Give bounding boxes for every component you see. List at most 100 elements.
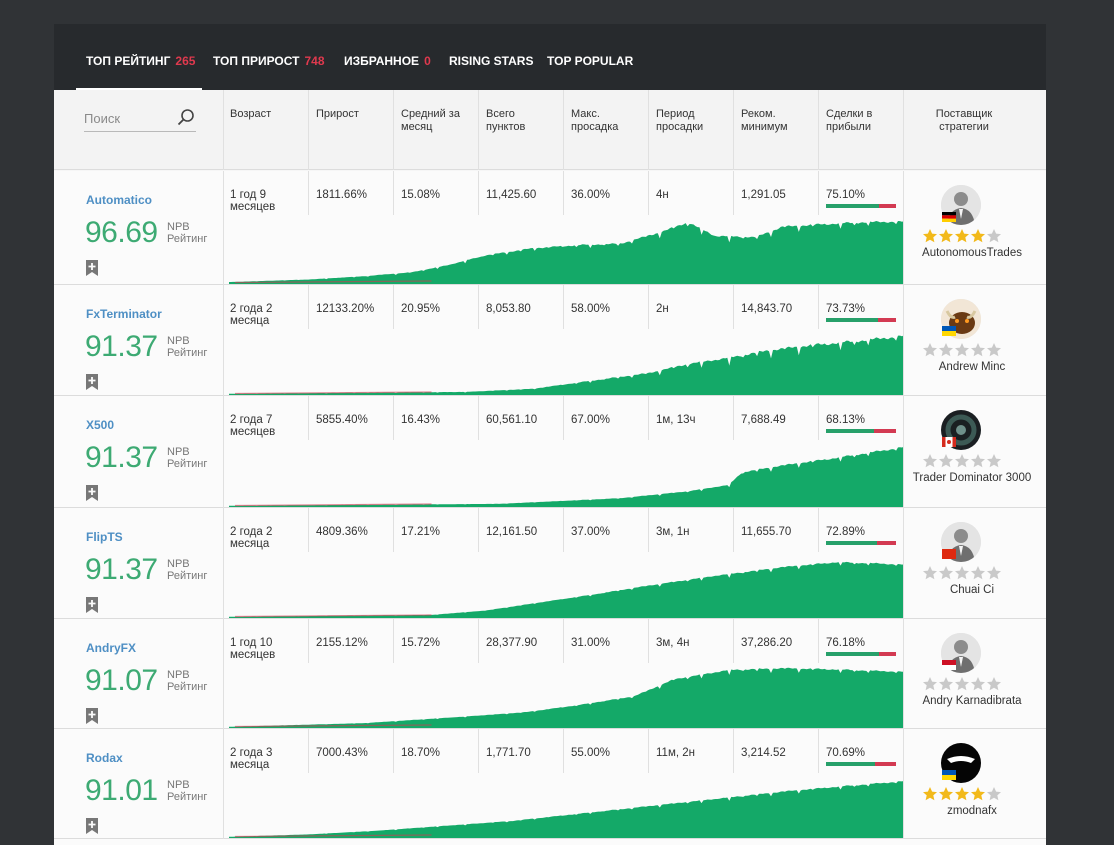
column-divider: [308, 729, 309, 773]
provider-name[interactable]: Andrew Minc: [938, 361, 1006, 373]
column-divider: [393, 729, 394, 773]
column-divider: [563, 396, 564, 440]
strategy-name-link[interactable]: Automatico: [86, 193, 152, 207]
npb-rating-label: NPB Рейтинг: [167, 558, 207, 582]
rating-stars: [923, 454, 1001, 468]
tab-favorites[interactable]: ИЗБРАННОЕ 0: [344, 54, 431, 68]
provider-name[interactable]: AutonomousTrades: [922, 247, 1022, 259]
tab-count: 0: [424, 54, 431, 68]
strategy-name-link[interactable]: Rodax: [86, 751, 123, 765]
column-divider: [223, 396, 224, 508]
equity-curve-chart[interactable]: [229, 773, 904, 838]
cell-recommended-min: 14,843.70: [741, 303, 793, 315]
cell-drawdown: 55.00%: [571, 747, 611, 759]
column-divider: [648, 171, 649, 215]
column-divider: [223, 729, 224, 839]
cell-age: 2 года 3 месяца: [230, 747, 273, 771]
cell-pips: 11,425.60: [486, 189, 537, 201]
column-header-age[interactable]: Возраст: [230, 108, 272, 120]
profit-trades-bar-fill: [826, 318, 878, 322]
cell-growth: 1811.66%: [316, 189, 367, 201]
equity-curve-chart[interactable]: [229, 440, 904, 507]
star-empty-icon: [923, 454, 937, 468]
cell-drawdown: 31.00%: [571, 637, 611, 649]
add-bookmark-icon[interactable]: [85, 484, 99, 502]
strategy-name-link[interactable]: FxTerminator: [86, 307, 162, 321]
column-divider: [818, 171, 819, 215]
add-bookmark-icon[interactable]: [85, 373, 99, 391]
npb-rating-label: NPB Рейтинг: [167, 446, 207, 470]
star-filled-icon: [923, 229, 937, 243]
column-header-pips[interactable]: Всего пунктов: [486, 108, 526, 133]
strategy-name-link[interactable]: AndryFX: [86, 641, 137, 655]
column-header-monthly[interactable]: Средний за месяц: [401, 108, 460, 133]
search-input[interactable]: [84, 106, 174, 130]
provider-name[interactable]: zmodnafx: [947, 805, 997, 817]
cell-drawdown-period: 1м, 13ч: [656, 414, 696, 426]
cell-profit-trades: 73.73%: [826, 303, 866, 315]
column-divider: [648, 90, 649, 170]
column-header-recommended-min[interactable]: Реком. минимум: [741, 108, 788, 133]
star-empty-icon: [987, 677, 1001, 691]
search-icon[interactable]: [176, 108, 196, 128]
tab-label: ТОП РЕЙТИНГ: [86, 54, 171, 68]
country-flag-icon: [942, 212, 956, 222]
drawdown-line: [234, 503, 432, 507]
equity-curve-chart[interactable]: [229, 552, 904, 618]
npb-unit: NPB: [167, 335, 190, 347]
cell-monthly: 15.72%: [401, 637, 441, 649]
column-header-provider[interactable]: Поставщик стратегии: [935, 108, 993, 133]
equity-curve-chart[interactable]: [229, 663, 904, 728]
strategy-name-link[interactable]: FlipTS: [86, 530, 123, 544]
provider-avatar[interactable]: [941, 633, 981, 673]
column-divider: [733, 396, 734, 440]
cell-recommended-min: 3,214.52: [741, 747, 786, 759]
add-bookmark-icon[interactable]: [85, 817, 99, 835]
column-header-drawdown-period[interactable]: Период просадки: [656, 108, 704, 133]
provider-name[interactable]: Chuai Ci: [949, 584, 995, 596]
npb-rating-label: NPB Рейтинг: [167, 669, 207, 693]
column-divider: [648, 396, 649, 440]
column-divider: [393, 619, 394, 663]
add-bookmark-icon[interactable]: [85, 707, 99, 725]
column-divider: [393, 508, 394, 552]
tab-top-popular[interactable]: TOP POPULAR: [547, 54, 633, 68]
column-header-drawdown[interactable]: Макс. просадка: [571, 108, 619, 133]
profit-trades-bar-fill: [826, 429, 874, 433]
add-bookmark-icon[interactable]: [85, 259, 99, 277]
strategy-row: FxTerminator 91.37 NPB Рейтинг 2 года 2 меся…: [54, 285, 1046, 396]
provider-name[interactable]: Andry Karnadibrata: [922, 695, 1022, 707]
column-divider: [818, 396, 819, 440]
column-divider: [903, 508, 904, 619]
cell-profit-trades: 72.89%: [826, 526, 866, 538]
star-empty-icon: [971, 566, 985, 580]
column-divider: [478, 729, 479, 773]
column-header-profit-trades[interactable]: Сделки в прибыли: [826, 108, 873, 133]
cell-profit-trades: 70.69%: [826, 747, 866, 759]
star-filled-icon: [955, 787, 969, 801]
cell-age: 2 года 2 месяца: [230, 526, 273, 550]
add-bookmark-icon[interactable]: [85, 596, 99, 614]
strategy-name-link[interactable]: X500: [86, 418, 115, 432]
search-box: [84, 106, 196, 132]
star-empty-icon: [939, 343, 953, 357]
equity-curve-chart[interactable]: [229, 329, 904, 395]
column-header-growth[interactable]: Прирост: [316, 108, 359, 120]
profit-trades-bar-fill: [826, 204, 879, 208]
drawdown-line: [234, 391, 432, 395]
column-divider: [648, 729, 649, 773]
cell-monthly: 18.70%: [401, 747, 441, 759]
tab-rising-stars[interactable]: RISING STARS: [449, 54, 533, 68]
column-divider: [223, 171, 224, 285]
provider-name[interactable]: Trader Dominator 3000: [912, 472, 1032, 484]
column-divider: [563, 285, 564, 329]
column-divider: [733, 729, 734, 773]
drawdown-line: [234, 614, 432, 618]
tab-top-growth[interactable]: ТОП ПРИРОСТ 748: [213, 54, 325, 68]
cell-monthly: 16.43%: [401, 414, 441, 426]
column-divider: [563, 508, 564, 552]
profit-trades-bar: [826, 762, 896, 766]
tab-top-rating[interactable]: ТОП РЕЙТИНГ 265: [86, 54, 195, 68]
equity-curve-chart[interactable]: [229, 215, 904, 284]
npb-rating-score: 91.01: [85, 774, 158, 807]
